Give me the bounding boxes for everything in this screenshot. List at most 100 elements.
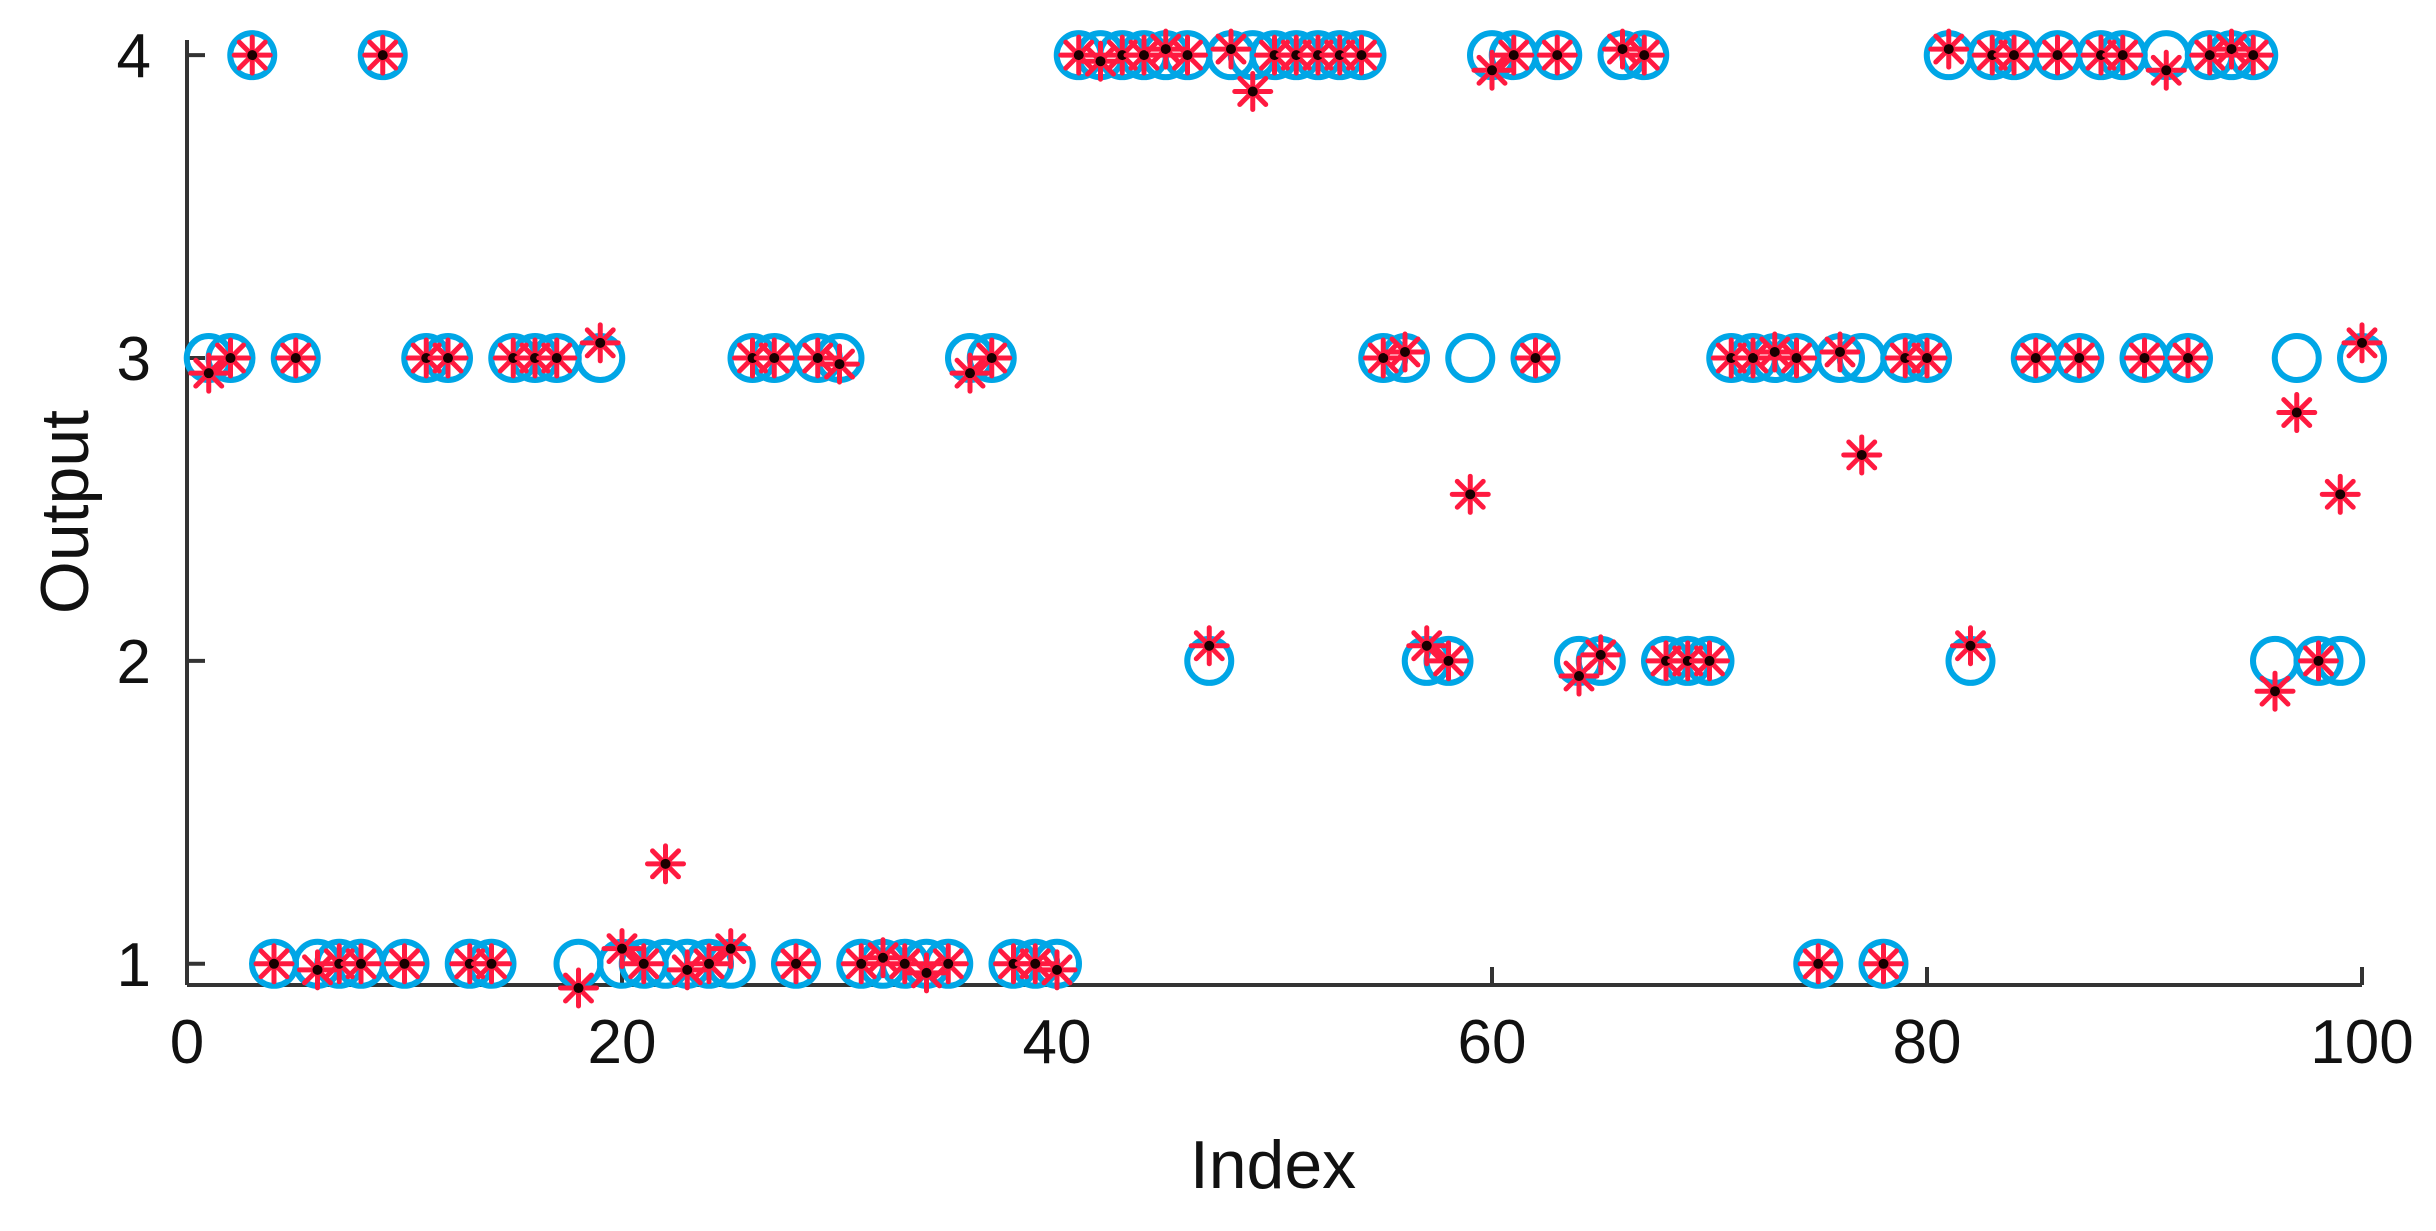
data-point-asterisk (710, 928, 752, 970)
data-point-asterisk (1841, 434, 1883, 476)
data-point-asterisk (1928, 28, 1970, 70)
data-point-asterisk (1167, 34, 1208, 76)
data-point-asterisk (688, 943, 730, 985)
data-point-circle (771, 938, 821, 989)
data-point-asterisk (384, 943, 425, 985)
data-point-asterisk (1645, 640, 1687, 682)
data-point-asterisk (1428, 640, 1469, 682)
data-point-asterisk (1188, 625, 1230, 667)
data-point-asterisk (2015, 337, 2057, 379)
data-point-asterisk (2254, 670, 2296, 712)
data-point-asterisk (405, 337, 447, 379)
data-point-asterisk (623, 943, 665, 985)
data-point-asterisk (536, 337, 578, 379)
data-point-asterisk (1667, 640, 1709, 682)
data-point-circle (270, 333, 321, 384)
y-tick-label: 2 (117, 628, 151, 697)
data-point-asterisk (1776, 337, 1817, 379)
data-point-circle (2271, 333, 2322, 384)
data-point-asterisk (1319, 34, 1361, 76)
data-point-asterisk (1623, 34, 1665, 76)
x-tick-label: 100 (2310, 1008, 2413, 1077)
data-point-asterisk (188, 352, 230, 394)
data-point-circle (2293, 635, 2344, 686)
x-tick-label: 0 (170, 1008, 204, 1077)
data-point-asterisk (862, 937, 904, 979)
data-point-asterisk (1602, 28, 1643, 70)
data-point-asterisk (2102, 34, 2144, 76)
data-point-asterisk (2145, 49, 2187, 91)
data-point-asterisk (1754, 331, 1796, 373)
data-point-asterisk (601, 928, 643, 970)
x-tick-label: 20 (588, 1008, 657, 1077)
y-tick-label: 4 (117, 22, 151, 91)
data-point-asterisk (775, 943, 817, 985)
data-point-asterisk (797, 337, 839, 379)
data-point-asterisk (362, 34, 404, 76)
data-point-asterisk (1580, 634, 1622, 676)
data-point-circle (1532, 30, 1583, 81)
data-point-asterisk (1950, 625, 1991, 667)
data-point-asterisk (1536, 34, 1578, 76)
data-point-asterisk (1449, 473, 1491, 515)
data-point-asterisk (449, 943, 491, 985)
data-point-circle (1510, 333, 1561, 384)
data-point-circle (357, 30, 408, 81)
data-point-asterisk (645, 843, 686, 885)
data-point-asterisk (253, 943, 295, 985)
data-point-asterisk (1341, 34, 1382, 76)
data-point-asterisk (2341, 322, 2383, 364)
data-point-asterisk (514, 337, 556, 379)
data-point-asterisk (1406, 625, 1448, 667)
data-point-asterisk (732, 337, 773, 379)
data-point-circle (227, 30, 278, 81)
x-tick-label: 80 (1893, 1008, 1962, 1077)
data-point-asterisk (2037, 34, 2078, 76)
data-point-asterisk (579, 322, 621, 364)
data-point-asterisk (2124, 337, 2165, 379)
data-point-asterisk (819, 343, 860, 385)
x-axis-label: Index (1190, 1127, 1356, 1203)
series-circle-markers (183, 30, 2387, 989)
data-point-asterisk (427, 337, 469, 379)
data-point-asterisk (275, 337, 317, 379)
y-axis-label: Output (27, 410, 103, 614)
data-point-asterisk (1254, 34, 1295, 76)
data-point-asterisk (1971, 34, 2013, 76)
data-point-asterisk (2080, 34, 2122, 76)
data-point-asterisk (1515, 337, 1556, 379)
data-point-asterisk (753, 337, 795, 379)
series-asterisk-markers (188, 28, 2383, 1009)
data-point-asterisk (1471, 49, 1513, 91)
data-point-asterisk (2276, 392, 2318, 434)
axes: 0 20 40 60 80 100 1 2 3 4 (117, 22, 2414, 1077)
data-point-asterisk (1036, 949, 1078, 991)
data-point-circle (2054, 333, 2105, 384)
data-point-circle (1445, 333, 1496, 384)
data-point-circle (1793, 938, 1844, 989)
data-point-circle (379, 938, 430, 989)
data-point-asterisk (231, 34, 273, 76)
axis-labels: Index Output (27, 410, 1356, 1203)
data-point-asterisk (1906, 337, 1948, 379)
data-point-asterisk (1797, 943, 1839, 985)
data-point-asterisk (340, 943, 382, 985)
data-point-circle (1858, 938, 1909, 989)
data-point-asterisk (1819, 331, 1861, 373)
data-point-asterisk (1493, 34, 1535, 76)
x-tick-label: 40 (1023, 1008, 1092, 1077)
data-point-asterisk (927, 943, 969, 985)
y-tick-label: 1 (117, 931, 151, 1000)
data-point-asterisk (2298, 640, 2339, 682)
x-tick-label: 60 (1458, 1008, 1527, 1077)
data-point-asterisk (1689, 640, 1730, 682)
data-point-asterisk (949, 352, 991, 394)
data-point-asterisk (471, 943, 512, 985)
data-point-asterisk (1232, 70, 1274, 112)
data-point-circle (2163, 333, 2213, 384)
data-point-asterisk (1210, 28, 1252, 70)
data-point-asterisk (971, 337, 1013, 379)
y-tick-label: 3 (117, 325, 151, 394)
